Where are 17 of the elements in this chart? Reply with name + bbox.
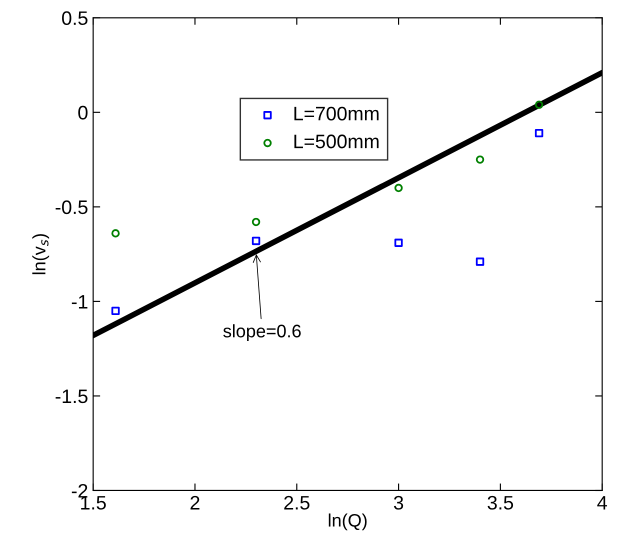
- legend-label: L=500mm: [294, 134, 379, 148]
- x-tick-label: 3: [394, 496, 404, 510]
- y-tick-label: 0: [78, 106, 88, 120]
- y-tick-label: -2: [72, 484, 88, 498]
- x-tick-label: 2.5: [284, 496, 310, 510]
- x-tick-label: 1.5: [81, 496, 106, 510]
- y-tick-label: -1.5: [56, 390, 88, 404]
- legend-label: L=700mm: [294, 106, 379, 120]
- annotation: slope=0.6: [223, 324, 301, 342]
- y-axis-title: ln(v$_{s}$): [32, 234, 50, 274]
- y-tick-label: -0.5: [56, 200, 88, 214]
- x-tick-label: 3.5: [488, 496, 514, 510]
- y-tick-label: -1: [72, 295, 88, 308]
- x-axis-title: ln(Q): [328, 513, 367, 530]
- y-tick-label: 0.5: [62, 11, 88, 26]
- x-tick-label: 4: [597, 496, 608, 510]
- x-tick-label: 2: [190, 496, 200, 510]
